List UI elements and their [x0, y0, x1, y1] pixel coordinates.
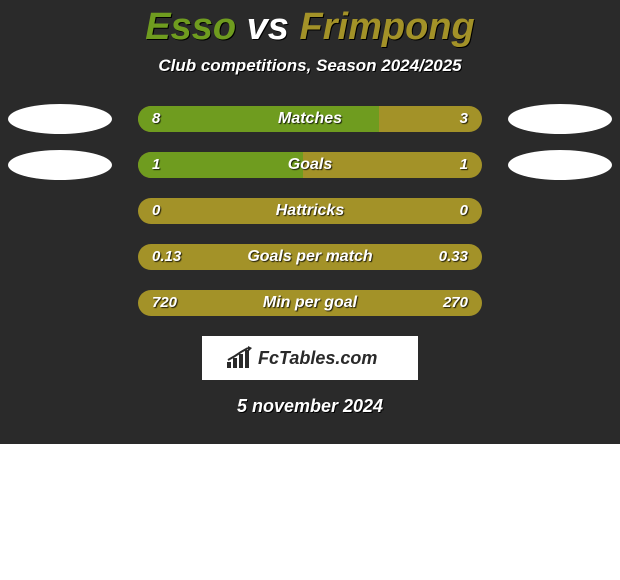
stat-label: Hattricks [138, 198, 482, 224]
stat-row: 0.13Goals per match0.33 [0, 244, 620, 270]
title-vs: vs [247, 6, 289, 48]
stat-row: 8Matches3 [0, 106, 620, 132]
stat-row: 1Goals1 [0, 152, 620, 178]
stats-panel: Esso vs Frimpong Club competitions, Seas… [0, 0, 620, 444]
stat-bar: 1Goals1 [138, 152, 482, 178]
stat-value-right: 270 [429, 290, 482, 316]
stat-label: Goals [138, 152, 482, 178]
title-player1: Esso [145, 6, 236, 48]
stat-row: 0Hattricks0 [0, 198, 620, 224]
stat-value-right: 3 [446, 106, 482, 132]
fctables-logo-icon: FcTables.com [225, 344, 395, 372]
brand-badge[interactable]: FcTables.com [202, 336, 418, 380]
stat-value-right: 0.33 [425, 244, 482, 270]
stat-value-right: 0 [446, 198, 482, 224]
stat-bar: 720Min per goal270 [138, 290, 482, 316]
brand-text: FcTables.com [258, 348, 377, 368]
player1-oval [8, 104, 112, 134]
stats-rows: 8Matches3 1Goals1 0Hattricks0 0.13Goals per… [0, 106, 620, 316]
title-player2: Frimpong [300, 6, 475, 48]
player1-oval [8, 150, 112, 180]
player2-oval [508, 104, 612, 134]
outer-container: Esso vs Frimpong Club competitions, Seas… [0, 0, 620, 580]
stat-label: Matches [138, 106, 482, 132]
stat-bar: 0Hattricks0 [138, 198, 482, 224]
stat-row: 720Min per goal270 [0, 290, 620, 316]
stat-bar: 8Matches3 [138, 106, 482, 132]
date-text: 5 november 2024 [0, 396, 620, 417]
stat-value-right: 1 [446, 152, 482, 178]
page-title: Esso vs Frimpong [0, 8, 620, 46]
subtitle: Club competitions, Season 2024/2025 [0, 56, 620, 76]
player2-oval [508, 150, 612, 180]
stat-bar: 0.13Goals per match0.33 [138, 244, 482, 270]
